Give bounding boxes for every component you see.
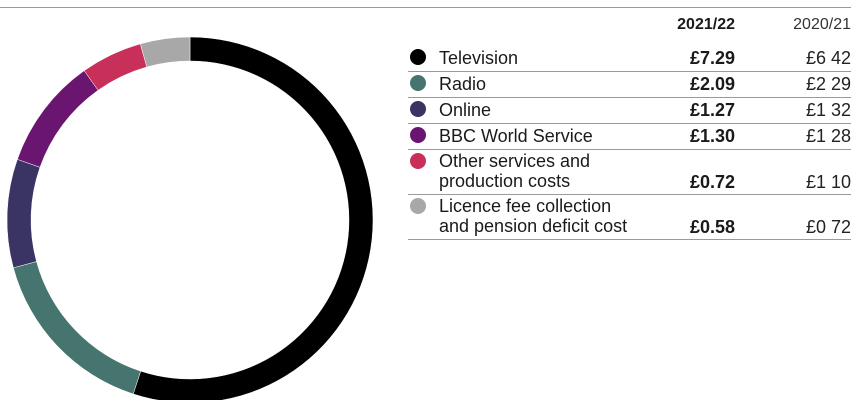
donut-slice-television [132,36,374,400]
previous-value: £1 28 [805,126,851,146]
legend-row-television: Television £7.29 £6 42 [408,46,851,72]
current-year-header: 2021/22 [677,16,735,33]
donut-slice-other-services-and-production-costs [83,43,148,91]
radio-color-dot [410,75,426,91]
previous-year-header: 2020/21 [793,16,851,33]
current-value: £1.27 [689,100,735,120]
legend-label: Licence fee collection and pension defic… [439,196,628,236]
legend-label: Online [439,100,492,120]
legend-row-radio: Radio £2.09 £2 29 [408,72,851,98]
licence-fee-color-dot [410,198,426,214]
previous-value: £2 29 [805,74,851,94]
current-value: £1.30 [689,126,735,146]
top-rule [0,7,851,8]
donut-slice-radio [13,261,142,395]
donut-slice-bbc-world-service [17,70,99,168]
current-value: £0.72 [689,172,735,192]
legend-row-licence-fee: Licence fee collection and pension defic… [408,195,851,240]
donut-slice-licence-fee-collection-and-pension-deficit-cost [139,36,191,68]
world-service-color-dot [410,127,426,143]
current-value: £0.58 [689,217,735,237]
legend-table: 2021/22 2020/21 Television £7.29 £6 42 R… [408,12,851,240]
legend-row-world-service: BBC World Service £1.30 £1 28 [408,124,851,150]
legend-header: 2021/22 2020/21 [408,12,851,46]
previous-value: £0 72 [805,217,851,237]
legend-row-online: Online £1.27 £1 32 [408,98,851,124]
television-color-dot [410,49,426,65]
other-services-color-dot [410,153,426,169]
online-color-dot [410,101,426,117]
previous-value: £1 10 [805,172,851,192]
legend-label: BBC World Service [439,126,593,146]
current-value: £2.09 [689,74,735,94]
current-value: £7.29 [689,48,735,68]
legend-label: Other services and production costs [439,151,591,191]
legend-label: Television [439,48,519,68]
legend-label: Radio [439,74,487,94]
previous-value: £1 32 [805,100,851,120]
previous-value: £6 42 [805,48,851,68]
donut-chart [6,36,374,400]
legend-row-other-services: Other services and production costs £0.7… [408,150,851,195]
donut-slice-online [6,159,41,269]
